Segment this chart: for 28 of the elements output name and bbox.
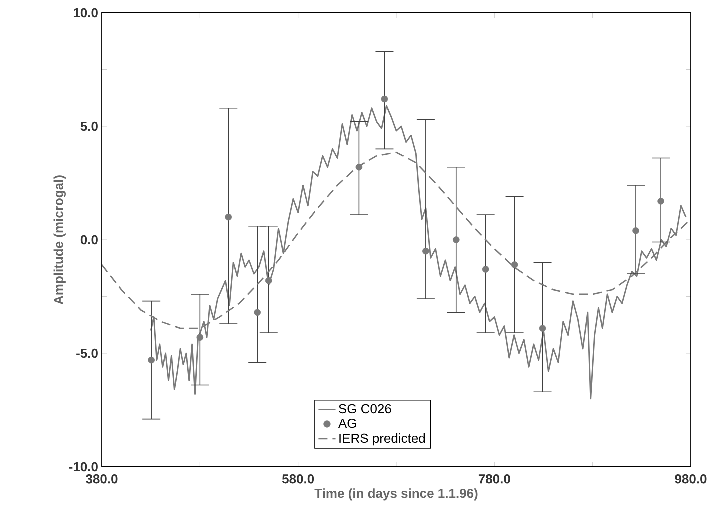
point [381,96,388,103]
x-tick-label: 980.0 [675,474,707,484]
x-tick-label: 780.0 [478,474,510,484]
y-tick-label: -5.0 [76,348,98,358]
x-tick-label: 580.0 [282,474,314,484]
y-axis-title: Amplitude (microgal) [54,176,66,305]
point [539,325,546,332]
legend-label: SG C026 [339,404,392,414]
point [422,248,430,255]
legend-label: IERS predicted [340,434,426,446]
point [658,198,664,205]
point [452,236,460,244]
y-tick-label: 5.0 [80,122,98,132]
x-axis-title: Time (in days since 1.1.96) [314,488,478,501]
point [632,228,640,234]
y-tick-label: 10.0 [74,8,98,18]
y-tick-label: -10.0 [69,462,98,472]
point [148,356,155,364]
point [225,214,232,221]
point [482,266,490,273]
point [254,309,261,316]
point [356,164,363,171]
y-tick-label: 0.0 [80,235,98,245]
point [265,277,272,284]
legend-label: AG [338,418,356,428]
point [196,334,204,342]
point [511,262,518,268]
x-tick-label: 380.0 [86,474,118,484]
